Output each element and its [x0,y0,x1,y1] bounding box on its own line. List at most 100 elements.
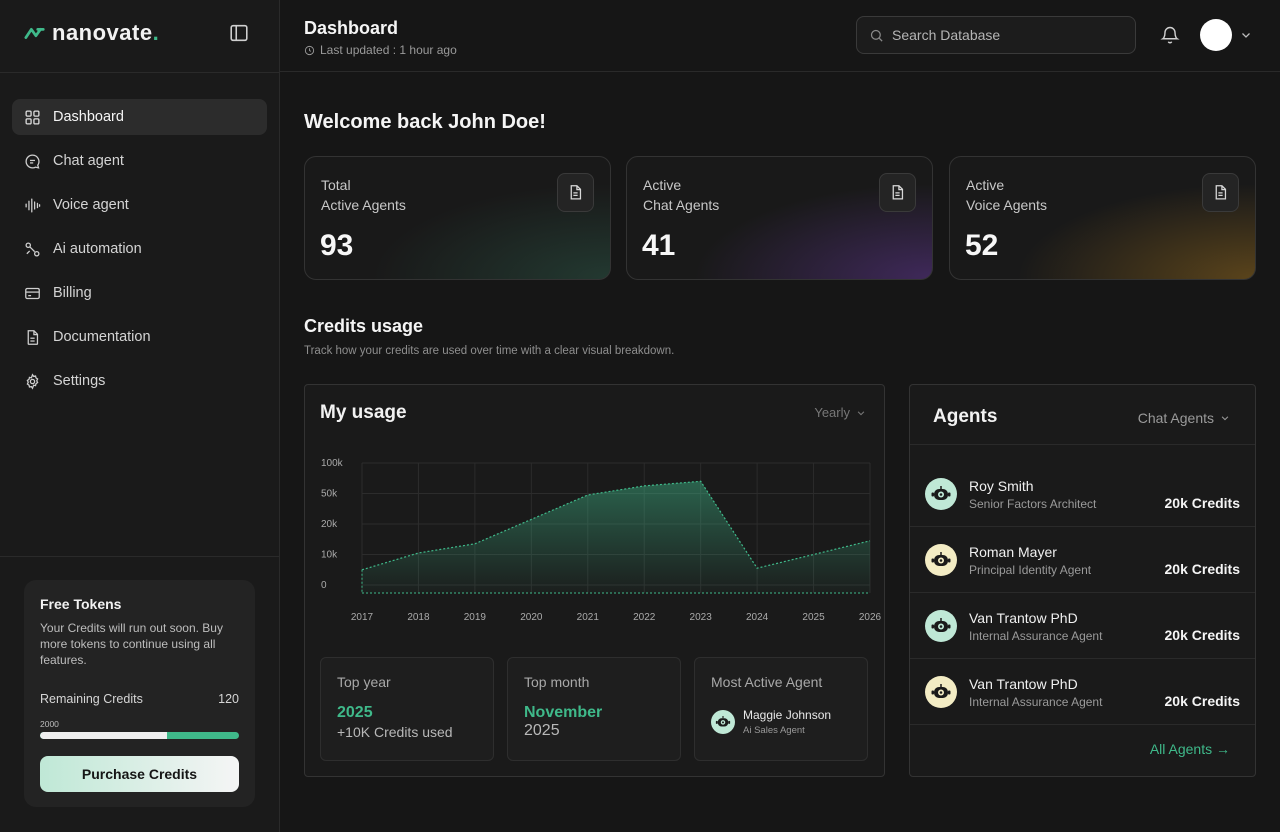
sidebar-item-label: Ai automation [53,241,142,257]
stat-value: 41 [642,229,676,262]
usage-title: My usage [320,402,407,423]
chevron-down-icon [1242,33,1250,38]
sidebar-divider [0,72,280,73]
top-year-value: 2025 [337,704,373,721]
chevron-down-icon [857,410,865,415]
sidebar-item-ai-automation[interactable]: Ai automation [12,231,267,267]
top-month-value: November [524,704,603,721]
purchase-credits-button[interactable]: Purchase Credits [40,756,239,792]
agent-credits: 20k Credits [1164,561,1240,577]
credits-progress-fill [40,732,168,739]
y-tick-label: 50k [321,489,338,500]
agent-credits: 20k Credits [1164,693,1240,709]
document-icon [570,185,582,200]
tokens-description: Your Credits will run out soon. Buy more… [40,621,223,667]
agent-type-dropdown-label: Chat Agents [1137,410,1214,426]
sidebar-item-documentation[interactable]: Documentation [12,319,267,355]
brand-logo[interactable]: nanovate. [24,20,159,46]
top-bar: Dashboard Last updated : 1 hour ago [280,0,1280,72]
agent-type-dropdown[interactable]: Chat Agents [1138,410,1230,426]
search-icon [870,29,883,42]
list-item[interactable]: Van Trantow PhD Internal Assurance Agent… [910,659,1255,725]
usage-panel: My usage Yearly 0 10k 20k 50k 100k 2017 2018 2… [304,384,885,777]
y-tick-label: 100k [321,458,344,469]
y-tick-label: 0 [321,580,327,591]
agent-name: Roy Smith [969,478,1034,494]
chevron-down-icon [1221,416,1229,421]
agent-role: Internal Assurance Agent [969,629,1103,643]
robot-avatar-icon [711,710,735,734]
gear-icon [26,372,39,390]
credits-progress-bar [40,732,239,739]
avatar[interactable] [1200,19,1232,51]
stat-icon-button[interactable] [1202,173,1239,212]
free-tokens-card: Free Tokens Your Credits will run out so… [24,580,255,807]
bell-icon[interactable] [1160,25,1180,45]
tokens-title: Free Tokens [40,596,122,612]
waveform-icon [25,197,41,213]
agents-panel: Agents Chat Agents Roy Smith Senior Fact… [909,384,1256,777]
search-box[interactable] [856,16,1136,54]
user-menu[interactable] [1200,19,1252,51]
nanovate-logo-icon [24,27,45,39]
sidebar-item-voice-agent[interactable]: Voice agent [12,187,267,223]
robot-avatar-icon [925,610,957,642]
sidebar: nanovate. Dashboard Chat agent Voic [0,0,280,832]
stat-label: Active Voice Agents [966,177,1047,213]
stat-card-total-active-agents: Total Active Agents 93 [304,156,611,280]
robot-avatar-icon [925,478,957,510]
agents-divider [910,444,1255,445]
credit-card-icon [25,287,40,299]
list-item[interactable]: Roy Smith Senior Factors Architect 20k C… [910,461,1255,527]
usage-line [361,480,871,571]
stat-icon-button[interactable] [879,173,916,212]
agent-role: Internal Assurance Agent [969,695,1103,709]
list-item[interactable]: Van Trantow PhD Internal Assurance Agent… [910,593,1255,659]
robot-avatar-icon [925,544,957,576]
agent-role: Senior Factors Architect [969,497,1097,511]
automation-icon [25,241,40,257]
document-icon [892,185,904,200]
document-icon [27,329,39,345]
sidebar-item-label: Dashboard [53,109,124,125]
page-title: Dashboard [304,18,399,38]
stat-label: Active Chat Agents [643,177,720,213]
x-tick-label: 2024 [746,612,769,623]
agent-credits: 20k Credits [1164,495,1240,511]
period-dropdown[interactable]: Yearly [814,405,866,420]
x-tick-label: 2022 [633,612,656,623]
brand-name: nanovate. [52,20,160,45]
x-tick-label: 2021 [577,612,600,623]
all-agents-link[interactable]: All Agents → [1149,741,1230,757]
stat-icon-button[interactable] [557,173,594,212]
x-tick-label: 2023 [690,612,713,623]
stat-card-active-voice-agents: Active Voice Agents 52 [949,156,1256,280]
search-input[interactable] [892,27,1112,43]
x-tick-label: 2019 [464,612,487,623]
x-tick-label: 2026 [859,612,882,623]
top-month-label: Top month [524,674,590,690]
sidebar-item-chat-agent[interactable]: Chat agent [12,143,267,179]
sidebar-item-settings[interactable]: Settings [12,363,267,399]
top-year-sub: +10K Credits used [337,724,453,740]
most-active-agent[interactable]: Maggie Johnson Ai Sales Agent [711,708,851,736]
last-updated-text: Last updated : 1 hour ago [320,43,457,57]
sidebar-item-label: Billing [53,285,92,301]
period-dropdown-label: Yearly [814,405,850,420]
remaining-credits-value: 120 [218,692,239,706]
x-tick-label: 2018 [407,612,430,623]
most-active-label: Most Active Agent [711,674,823,690]
credits-usage-description: Track how your credits are used over tim… [304,345,675,357]
sidebar-item-label: Voice agent [53,197,129,213]
y-tick-label: 10k [321,550,338,561]
stat-label: Total Active Agents [321,177,406,213]
list-item[interactable]: Roman Mayer Principal Identity Agent 20k… [910,527,1255,593]
most-active-agent-card: Most Active Agent Maggie Johnson Ai Sale… [694,657,868,761]
sidebar-item-label: Settings [53,373,106,389]
sidebar-item-billing[interactable]: Billing [12,275,267,311]
chart-y-axis: 0 10k 20k 50k 100k [321,458,344,591]
agent-name: Van Trantow PhD [969,610,1078,626]
sidebar-item-dashboard[interactable]: Dashboard [12,99,267,135]
sidebar-toggle-icon[interactable] [228,22,250,44]
